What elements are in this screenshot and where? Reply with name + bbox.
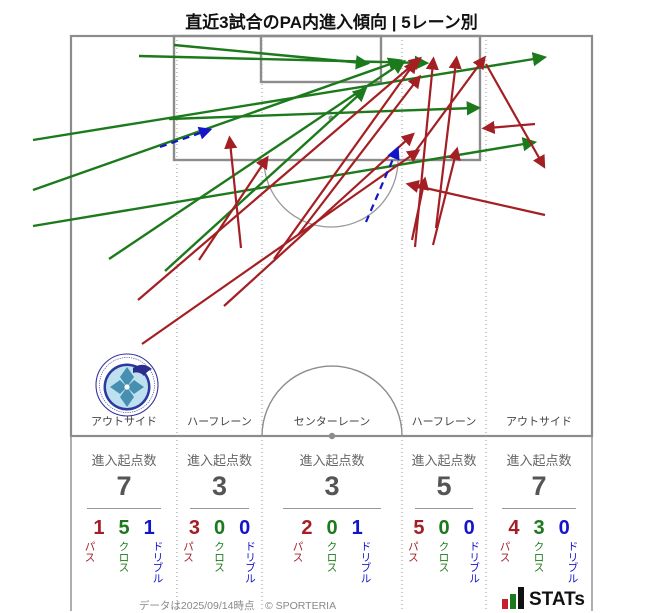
svg-text:STATs: STATs	[529, 589, 585, 610]
